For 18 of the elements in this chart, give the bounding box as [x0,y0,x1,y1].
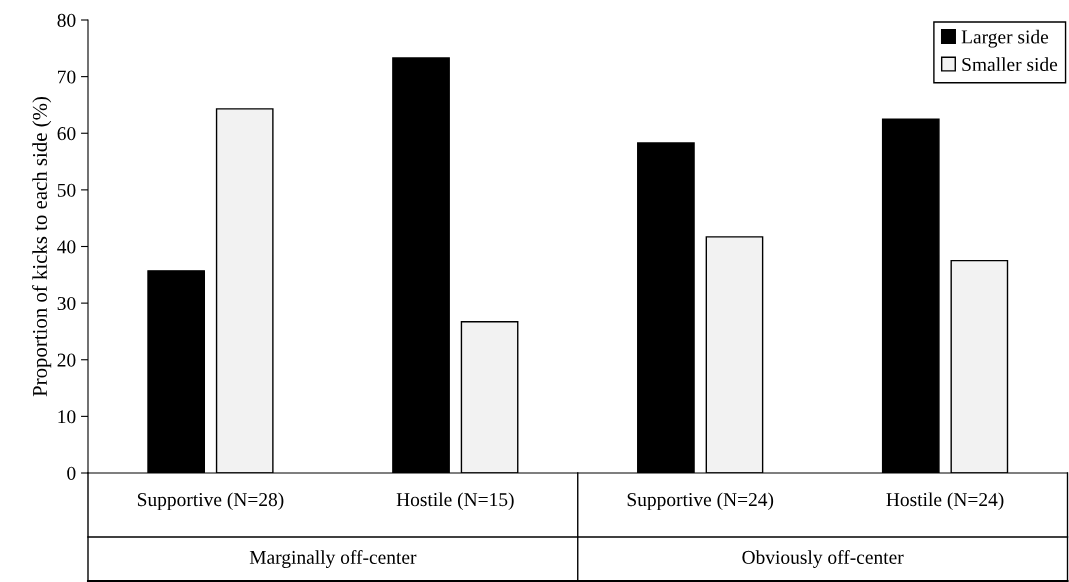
legend-label: Smaller side [962,57,1058,72]
x-tick-label: Supportive (N=24) [627,492,774,511]
y-tick-label: 60 [57,127,76,141]
y-tick-label: 80 [57,13,76,27]
x-tick-label: Supportive (N=28) [137,492,284,511]
text: Obviously off-center [742,550,904,568]
y-tick-label: 20 [57,353,76,367]
y-tick-label: 70 [58,70,76,84]
x-tick-label: Hostile (N=24) [886,492,1004,511]
y-tick-label: 30 [57,296,76,311]
y-tick-label: 10 [58,410,76,424]
y-tick-label: 40 [57,240,76,254]
y-axis-title: Proportion of kicks to each side (%) [32,96,52,397]
x-tick-label: Hostile (N=15) [396,492,514,511]
y-tick-label: 50 [57,183,76,197]
text: Marginally off-center [249,550,417,568]
y-tick-label: 0 [67,466,76,480]
legend-label: Larger side [961,29,1049,48]
